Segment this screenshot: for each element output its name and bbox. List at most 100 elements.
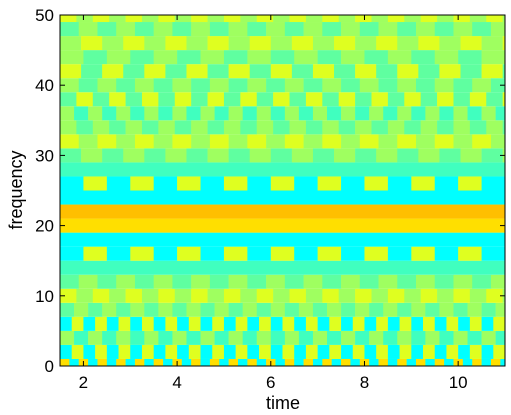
heatmap-cell [247,78,267,93]
heatmap-cell [78,78,98,93]
heatmap-cell [60,288,77,303]
heatmap-cell [439,106,454,121]
heatmap-cell [158,330,173,345]
heatmap-cell [60,148,82,163]
heatmap-cell [83,246,108,261]
heatmap-cell [387,15,405,23]
heatmap-cell [423,316,436,331]
heatmap-cell [76,288,94,303]
heatmap-cell [134,22,154,37]
heatmap-cell [97,22,117,37]
heatmap-cell [165,64,187,79]
heatmap-cell [434,50,459,65]
heatmap-cell [60,232,505,247]
heatmap-cell [371,92,389,107]
plot-frame [59,14,506,367]
heatmap-cell [144,148,166,163]
heatmap-cell [486,288,503,303]
heatmap-cell [266,78,286,93]
heatmap-cell [490,78,505,93]
heatmap-cell [130,330,145,345]
heatmap-cell [341,316,354,331]
heatmap-cell [329,344,342,359]
heatmap-cell [102,36,124,51]
heatmap-cell [177,50,201,65]
heatmap-cell [228,78,248,93]
heatmap-cell [359,134,379,149]
heatmap-cell [240,120,258,135]
heatmap-cell [284,274,304,289]
heatmap-cell [247,246,272,261]
heatmap-cell [259,316,272,331]
heatmap-cell [214,330,229,345]
heatmap-cell [228,134,248,149]
heatmap-cell [60,246,84,261]
heatmap-cell [71,344,84,359]
heatmap-cell [425,106,440,121]
heatmap-cell [359,274,379,289]
x-axis-label: time [266,393,300,413]
heatmap-cell [397,36,419,51]
heatmap-cell [153,316,166,331]
heatmap-cell [106,176,131,191]
heatmap-cell [223,288,241,303]
heatmap-cell [284,134,304,149]
heatmap-cell [172,106,187,121]
heatmap-cell [437,92,454,107]
heatmap-cell [209,134,229,149]
heatmap-cell [188,316,201,331]
heatmap-cell [416,134,436,149]
heatmap-cell [411,176,436,191]
heatmap-cell [411,330,426,345]
heatmap-cell [144,106,159,121]
heatmap-cell [60,204,505,219]
heatmap-cell [493,344,505,359]
heatmap-cell [317,316,330,331]
heatmap-cell [134,78,154,93]
heatmap-cell [355,15,372,23]
heatmap-cell [387,120,405,135]
heatmap-cell [294,50,318,65]
heatmap-cell [378,358,389,366]
heatmap-cell [92,288,110,303]
heatmap-cell [228,148,251,163]
heatmap-cell [434,246,459,261]
heatmap-cell [439,330,454,345]
heatmap-cell [322,22,342,37]
heatmap-cell [174,15,192,23]
heatmap-cell [144,36,166,51]
heatmap-cell [305,288,323,303]
heatmap-cell [364,344,377,359]
heatmap-cell [102,302,117,317]
heatmap-cell [418,36,440,51]
heatmap-cell [83,50,108,65]
heatmap-cell [223,176,248,191]
heatmap-cell [453,22,473,37]
heatmap-cell [153,134,173,149]
heatmap-cell [223,92,241,107]
heatmap-cell [240,15,258,23]
heatmap-cell [76,120,94,135]
heatmap-cell [106,316,119,331]
heatmap-cell [247,176,272,191]
heatmap-cell [158,92,176,107]
heatmap-cell [88,330,103,345]
heatmap-cell [495,330,505,345]
heatmap-cell [247,274,267,289]
heatmap-cell [266,134,286,149]
heatmap-cell [338,288,356,303]
x-tick-label: 2 [79,373,88,392]
heatmap-cell [404,288,421,303]
heatmap-cell [317,176,342,191]
heatmap-cell [490,358,501,366]
heatmap-cell [355,64,377,79]
heatmap-cell [172,22,192,37]
heatmap-cell [273,15,290,23]
heatmap-cell [289,92,307,107]
heatmap-cell [273,288,290,303]
heatmap-cell [158,15,176,23]
heatmap-cell [437,288,454,303]
heatmap-cell [425,302,440,317]
heatmap-cell [144,64,166,79]
heatmap-cell [191,288,208,303]
